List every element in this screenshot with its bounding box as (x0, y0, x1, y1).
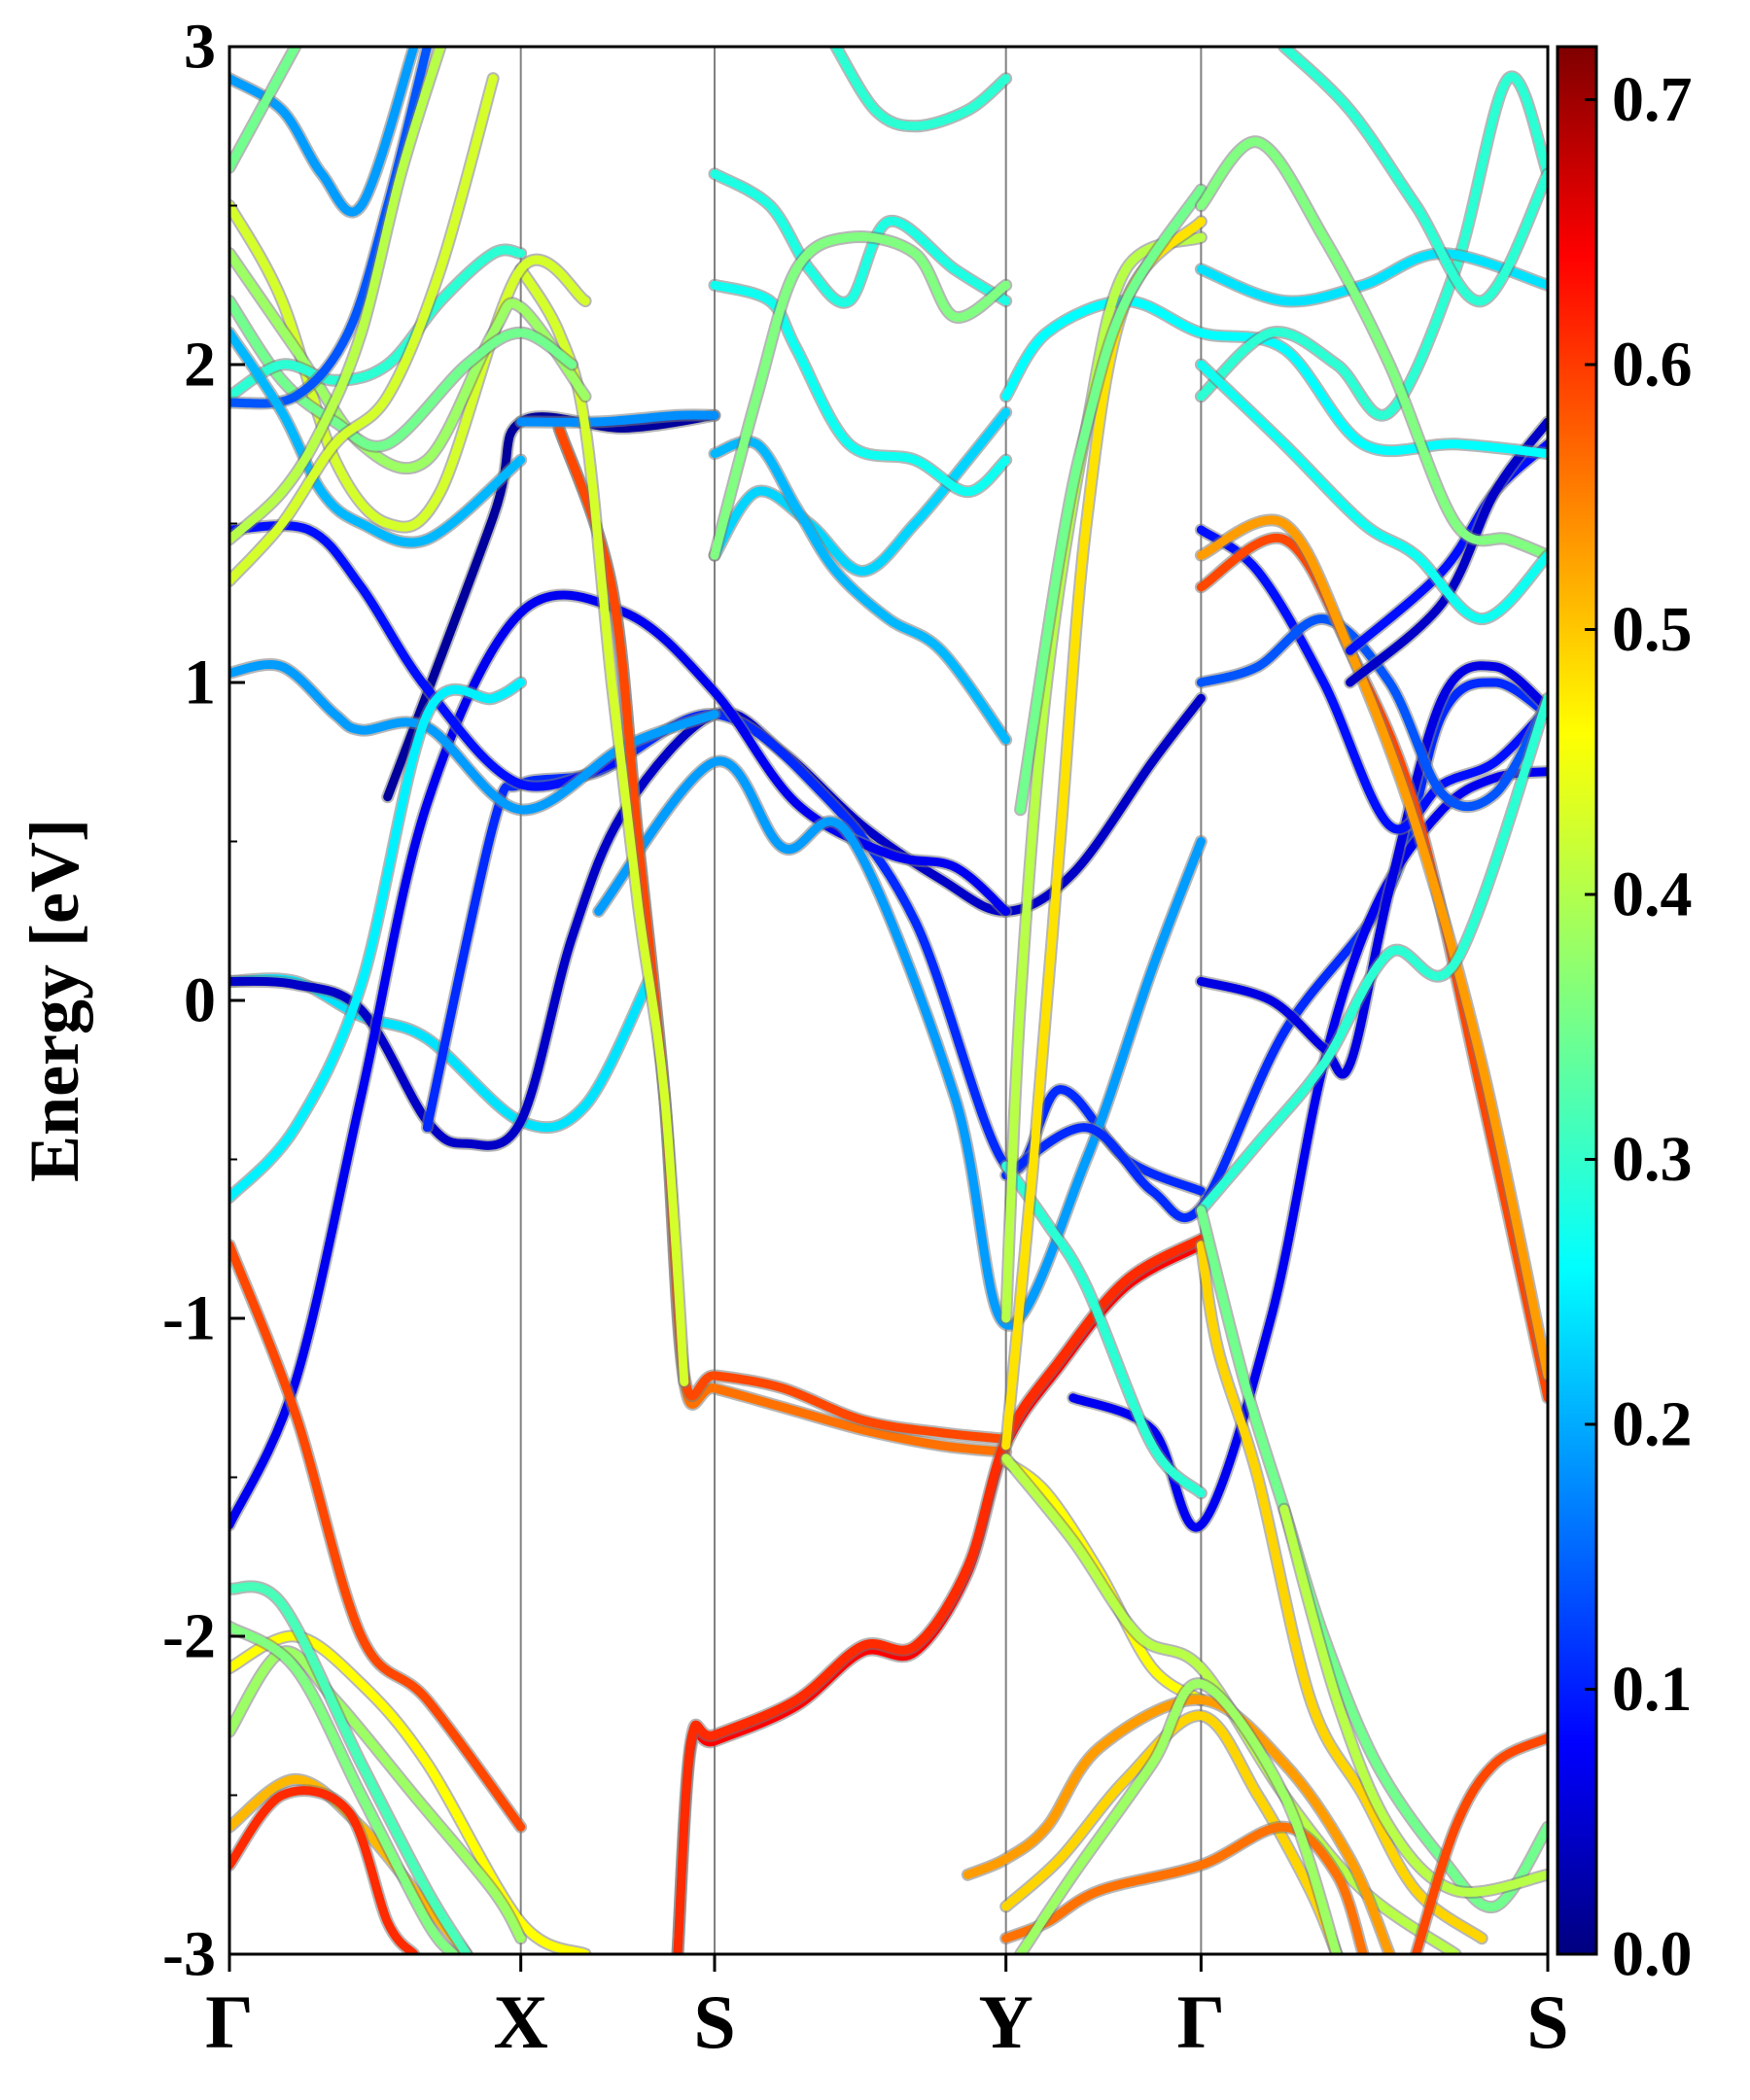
band-line-67 (229, 47, 445, 544)
band-line-24 (1346, 417, 1548, 687)
band-line-64 (229, 47, 300, 172)
band-line-66 (229, 74, 498, 585)
band-line-55 (1001, 1711, 1342, 1954)
y-tick-label-6: -3 (162, 1919, 216, 1990)
band-line-41 (1279, 1504, 1548, 1897)
plot-frame (228, 45, 1550, 1956)
band-outline-10 (552, 421, 1013, 1458)
band-line-19 (1196, 525, 1548, 834)
band-outline-13 (671, 1232, 1208, 1954)
colorbar (1556, 45, 1598, 1956)
band-outline-5 (229, 519, 632, 793)
k-point-label-3: Y (979, 1979, 1033, 2064)
colorbar-tick-label-5: 0.2 (1612, 1389, 1693, 1460)
k-point-label-0: Γ (205, 1979, 254, 2064)
band-line-23 (1346, 439, 1548, 655)
band-line-4 (383, 410, 719, 802)
colorbar-tick-label-6: 0.1 (1612, 1654, 1693, 1725)
band-line-1 (229, 693, 1206, 1150)
colorbar-tick-label-7: 0.0 (1612, 1919, 1693, 1990)
band-line-45 (1196, 137, 1548, 560)
band-line-60 (229, 297, 578, 451)
band-line-10 (554, 423, 1011, 1456)
band-line-40 (1196, 1206, 1548, 1912)
band-line-13 (673, 1234, 1206, 1954)
colorbar-tick-label-0: 0.7 (1612, 64, 1693, 135)
band-line-32 (710, 169, 1011, 307)
band-line-52 (229, 1786, 419, 1954)
band-line-65 (229, 328, 526, 547)
k-point-label-1: X (494, 1979, 548, 2064)
band-outline-12 (671, 1239, 1208, 1954)
band-line-20 (1196, 614, 1548, 812)
band-line-44 (1196, 249, 1548, 306)
colorbar-tick-label-2: 0.5 (1612, 594, 1693, 665)
band-line-63 (229, 47, 419, 217)
band-line-3 (229, 590, 1011, 1529)
band-line-26 (1196, 693, 1548, 1215)
y-axis: 3 2 1 0 -1 -2 -3 (162, 12, 245, 1990)
band-line-46 (1279, 47, 1548, 306)
band-line-11 (554, 423, 1011, 1444)
band-line-49 (229, 1647, 526, 1943)
band-line-38 (1016, 185, 1206, 815)
band-line-33 (710, 232, 1011, 560)
band-line-29 (710, 437, 1011, 745)
k-point-label-2: S (693, 1979, 735, 2064)
band-line-25 (1001, 1161, 1206, 1498)
band-line-42 (1411, 1733, 1548, 1954)
band-line-28 (710, 407, 1011, 576)
band-line-16 (1001, 678, 1548, 1223)
band-line-7 (229, 678, 526, 1203)
band-outline-43 (1194, 70, 1548, 422)
band-line-53 (229, 1622, 458, 1954)
band-line-5 (229, 521, 630, 791)
colorbar-axis: 0.7 0.6 0.5 0.4 0.3 0.2 0.1 0.0 (1585, 64, 1693, 1990)
band-line-8 (594, 756, 1206, 1330)
band-line-18 (1196, 661, 1548, 1079)
y-axis-label: Energy [eV] (16, 819, 93, 1182)
band-line-59 (229, 249, 590, 473)
band-line-2 (422, 710, 1206, 1196)
band-line-30 (516, 410, 719, 427)
y-tick-label-4: -1 (162, 1283, 216, 1354)
band-line-61 (229, 245, 526, 402)
band-line-31 (710, 280, 1011, 497)
y-tick-label-5: -2 (162, 1601, 216, 1672)
band-outline-11 (552, 421, 1013, 1446)
band-line-34 (831, 47, 1011, 131)
band-line-58 (229, 201, 590, 532)
band-line-9 (229, 1241, 526, 1832)
y-tick-label-2: 1 (184, 648, 216, 718)
band-line-51 (229, 1582, 472, 1954)
y-tick-label-3: 0 (184, 965, 216, 1036)
band-line-47 (1196, 360, 1548, 624)
y-tick-label-1: 2 (184, 330, 216, 401)
y-tick-label-0: 3 (184, 12, 216, 83)
k-point-label-5: S (1526, 1979, 1568, 2064)
band-line-12 (673, 1241, 1206, 1954)
band-line-57 (1016, 1679, 1342, 1954)
band-line-22 (1196, 515, 1548, 1381)
colorbar-tick-label-3: 0.4 (1612, 859, 1693, 930)
colorbar-tick-label-1: 0.6 (1612, 330, 1693, 401)
colorbar-tick-label-4: 0.3 (1612, 1124, 1693, 1195)
band-line-39 (1196, 1241, 1487, 1943)
k-point-label-4: Γ (1177, 1979, 1226, 2064)
band-lines (229, 47, 1548, 1954)
